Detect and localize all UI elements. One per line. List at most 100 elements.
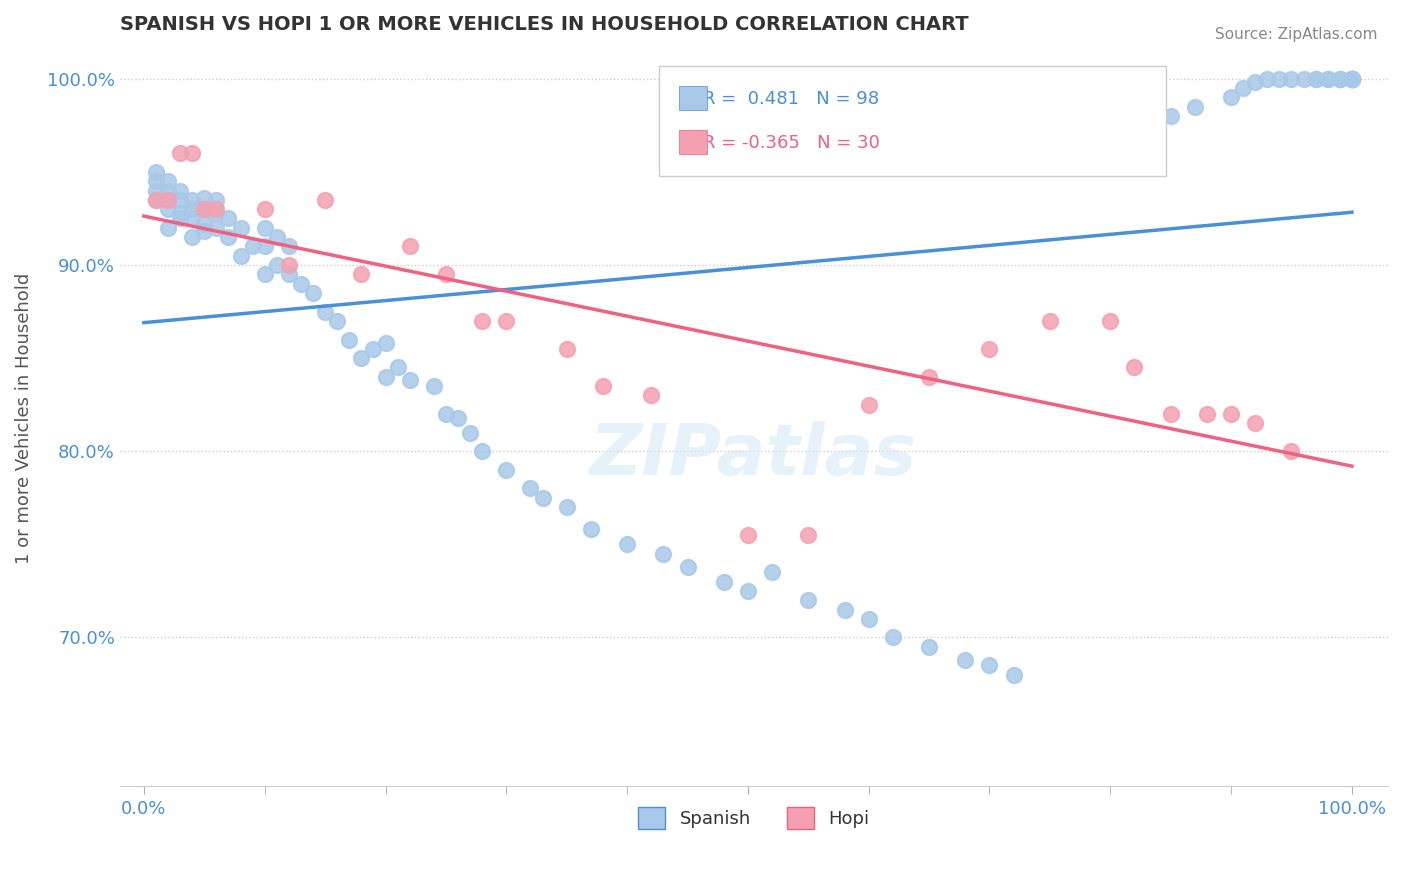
Point (181, 202, 204, 216)
Y-axis label: 1 or more Vehicles in Household: 1 or more Vehicles in Household (15, 273, 32, 565)
Point (398, 239, 420, 253)
Legend: Spanish, Hopi: Spanish, Hopi (631, 800, 877, 837)
Point (652, 547, 675, 561)
Point (326, 314, 349, 328)
Point (1292, 71, 1315, 86)
Point (290, 277, 312, 291)
Point (363, 342, 385, 356)
Point (592, 379, 614, 393)
Point (157, 174, 180, 188)
Point (434, 268, 457, 282)
Point (676, 559, 699, 574)
Point (314, 304, 336, 318)
Point (169, 146, 191, 161)
Point (253, 239, 276, 253)
Point (1002, 667, 1025, 681)
Point (302, 285, 325, 300)
Point (217, 211, 239, 226)
Point (169, 211, 191, 226)
Point (1160, 109, 1182, 123)
Point (205, 193, 228, 207)
Point (882, 631, 904, 645)
Point (858, 612, 880, 626)
FancyBboxPatch shape (679, 130, 707, 153)
Point (1123, 119, 1146, 133)
Point (1160, 407, 1182, 421)
Point (434, 407, 457, 421)
Point (1341, 71, 1364, 86)
Point (1123, 360, 1146, 375)
Point (350, 351, 373, 365)
Point (1341, 71, 1364, 86)
Point (1281, 71, 1303, 86)
Point (205, 220, 228, 235)
Point (1316, 71, 1339, 86)
Point (555, 342, 578, 356)
Point (181, 211, 204, 226)
Point (217, 230, 239, 244)
Point (519, 482, 541, 496)
Point (205, 206, 228, 220)
Point (1076, 136, 1098, 151)
Point (1305, 71, 1327, 86)
Point (242, 239, 264, 253)
Point (181, 146, 204, 161)
Point (169, 193, 191, 207)
Point (458, 425, 481, 440)
Point (737, 583, 759, 598)
Point (277, 258, 299, 272)
Point (169, 206, 191, 220)
Point (1195, 407, 1218, 421)
Text: R =  0.481   N = 98: R = 0.481 N = 98 (703, 90, 879, 108)
Point (1341, 71, 1364, 86)
Point (193, 202, 215, 216)
Text: ZIPatlas: ZIPatlas (591, 421, 918, 490)
Point (266, 230, 288, 244)
Point (1232, 81, 1254, 95)
Point (181, 193, 204, 207)
Point (266, 258, 288, 272)
Point (1329, 71, 1351, 86)
Point (447, 410, 470, 425)
Text: Source: ZipAtlas.com: Source: ZipAtlas.com (1215, 27, 1378, 42)
Point (1220, 407, 1243, 421)
Point (145, 193, 167, 207)
Point (1256, 71, 1278, 86)
Point (1099, 128, 1122, 142)
Point (253, 202, 276, 216)
Point (337, 333, 360, 347)
Point (253, 268, 276, 282)
FancyBboxPatch shape (679, 87, 707, 110)
Point (193, 191, 215, 205)
Point (471, 444, 494, 458)
Point (350, 268, 373, 282)
Point (157, 193, 180, 207)
Point (181, 230, 204, 244)
Point (531, 491, 554, 505)
Point (145, 165, 167, 179)
Point (157, 184, 180, 198)
Point (1220, 90, 1243, 104)
Point (955, 653, 977, 667)
FancyBboxPatch shape (659, 65, 1166, 176)
Point (1316, 71, 1339, 86)
Point (495, 463, 517, 477)
Point (157, 202, 180, 216)
Point (423, 379, 446, 393)
Point (579, 523, 602, 537)
Point (374, 336, 396, 351)
Point (1039, 146, 1062, 161)
Text: SPANISH VS HOPI 1 OR MORE VEHICLES IN HOUSEHOLD CORRELATION CHART: SPANISH VS HOPI 1 OR MORE VEHICLES IN HO… (120, 15, 969, 34)
Point (277, 239, 299, 253)
Point (374, 369, 396, 384)
Point (145, 193, 167, 207)
Point (157, 220, 180, 235)
Point (797, 593, 820, 607)
Point (277, 268, 299, 282)
Point (1329, 71, 1351, 86)
Point (205, 202, 228, 216)
Point (979, 658, 1001, 673)
Point (1305, 71, 1327, 86)
Point (979, 342, 1001, 356)
Point (1341, 71, 1364, 86)
